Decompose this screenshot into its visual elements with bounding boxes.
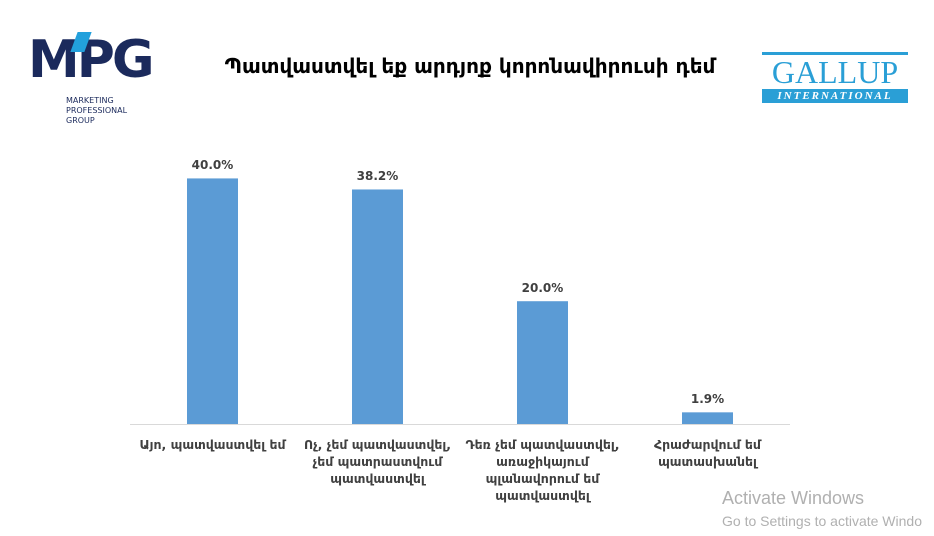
- x-tick-label: Ոչ, չեմ պատվաստվել, չեմ պատրաստվում պատվ…: [303, 437, 452, 486]
- chart-title: Պատվաստվել եք արդյոք կորոնավիրուսի դեմ: [224, 54, 716, 78]
- logo-mpg: MPG MARKETING PROFESSIONAL GROUP: [28, 30, 188, 140]
- watermark-title: Activate Windows: [722, 488, 865, 508]
- logo-gallup: GALLUP INTERNATIONAL: [762, 52, 908, 103]
- bar: [682, 412, 733, 424]
- logo-line: GROUP: [66, 116, 95, 125]
- logo-line: PROFESSIONAL: [66, 106, 128, 115]
- logo-sub: MARKETING PROFESSIONAL GROUP: [66, 96, 127, 126]
- watermark-text: Go to Settings to activate Windo: [722, 513, 922, 529]
- logo-name: GALLUP: [762, 52, 908, 89]
- value-label: 20.0%: [521, 281, 564, 296]
- bar: [517, 301, 568, 424]
- logo-mark: MPG: [28, 30, 155, 90]
- x-tick-label: Դեռ չեմ պատվաստվել, առաջիկայում պլանավոր…: [465, 437, 620, 503]
- logo-sub: INTERNATIONAL: [762, 89, 908, 103]
- value-label: 38.2%: [356, 169, 399, 184]
- x-tick-label: Այո, պատվաստվել եմ: [139, 437, 286, 452]
- bar: [187, 178, 238, 424]
- value-label: 1.9%: [690, 392, 725, 407]
- value-label: 40.0%: [191, 158, 234, 173]
- x-tick-label: Հրաժարվում եմ պատասխանել: [654, 437, 761, 469]
- bar: [352, 189, 403, 424]
- logo-line: MARKETING: [66, 96, 114, 105]
